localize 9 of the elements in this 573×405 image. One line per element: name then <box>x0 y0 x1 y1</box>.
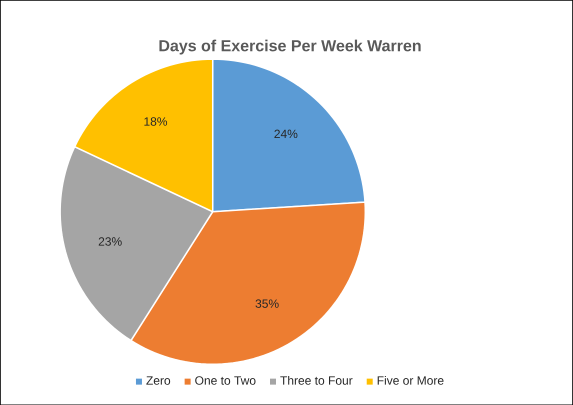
data-label: 23% <box>98 237 122 246</box>
chart-title: Days of Exercise Per Week Warren <box>159 39 421 54</box>
data-label: 18% <box>144 117 168 126</box>
legend-label: Five or More <box>378 376 444 385</box>
legend-label: Three to Four <box>280 376 352 385</box>
legend-label: Zero <box>146 376 170 385</box>
data-label: 24% <box>274 129 298 138</box>
data-label: 35% <box>256 299 279 308</box>
legend-label: One to Two <box>195 376 256 385</box>
